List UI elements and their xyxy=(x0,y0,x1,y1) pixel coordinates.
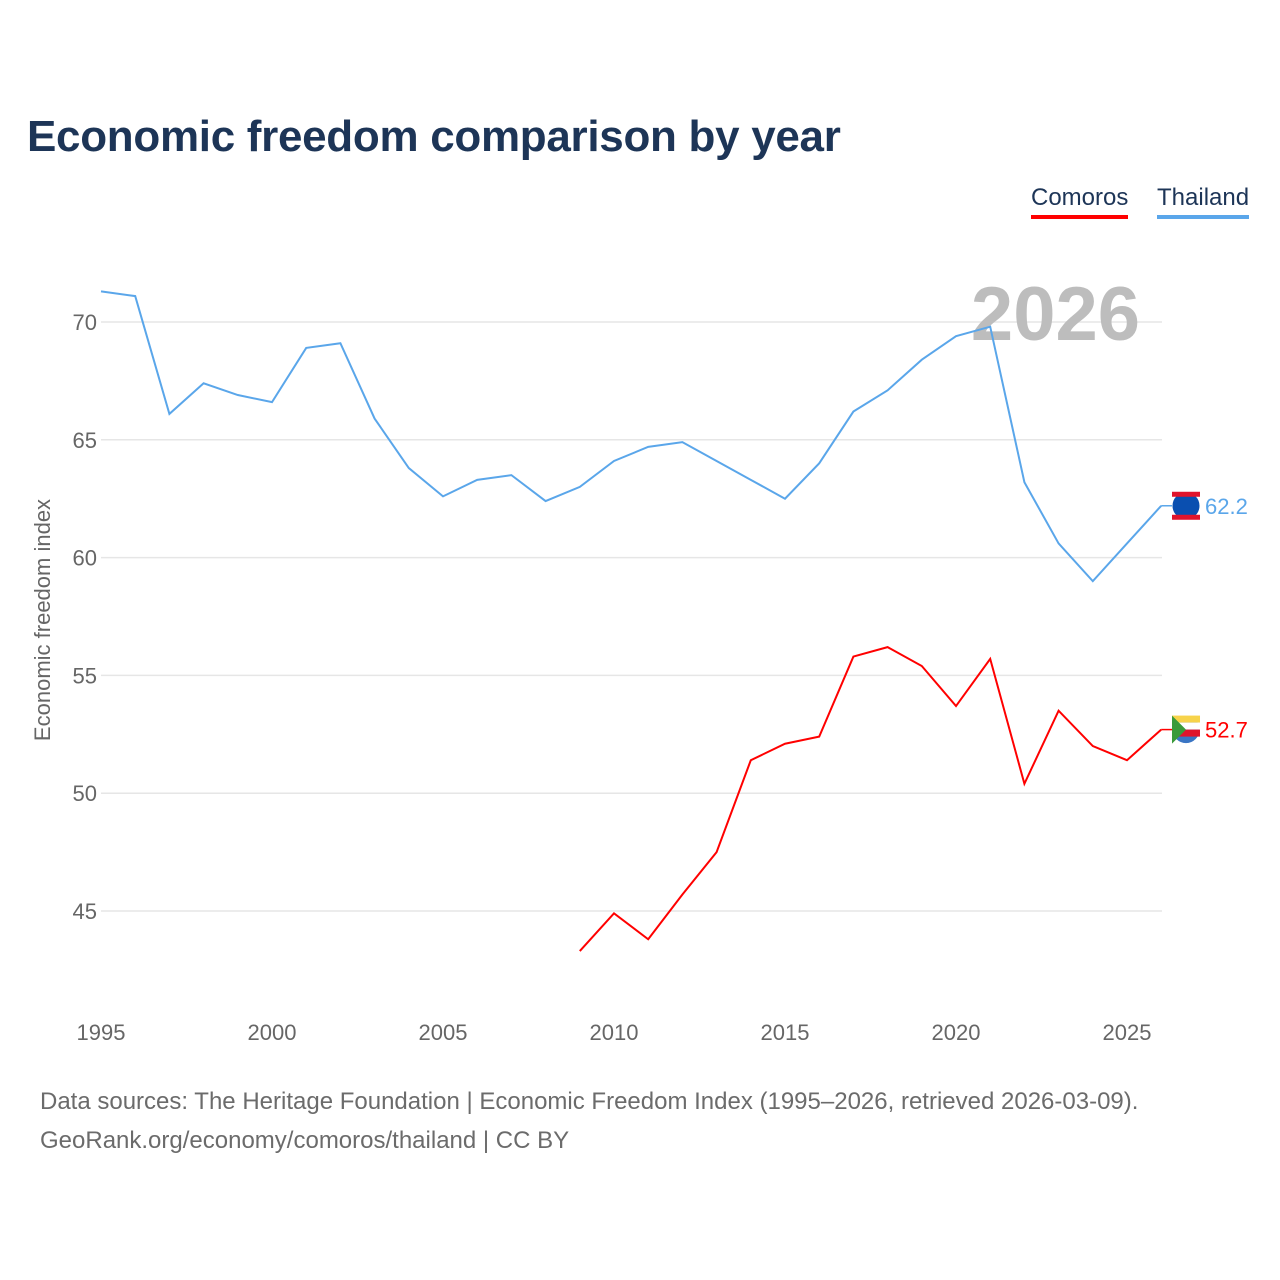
x-tick-label: 2000 xyxy=(248,1020,297,1045)
flag-triangle xyxy=(1172,715,1186,744)
legend-item-thailand[interactable]: Thailand xyxy=(1157,184,1250,219)
legend-item-comoros[interactable]: Comoros xyxy=(1031,184,1129,219)
end-value-label-comoros: 52.7 xyxy=(1205,718,1248,743)
x-tick-label: 2010 xyxy=(590,1020,639,1045)
x-tick-label: 2015 xyxy=(761,1020,810,1045)
y-tick-label: 55 xyxy=(73,663,97,688)
flag-stripe xyxy=(1172,514,1200,520)
flag-stripe xyxy=(1172,715,1200,723)
data-sources: Data sources: The Heritage Foundation | … xyxy=(40,1088,1139,1115)
series-line-thailand xyxy=(100,290,1162,583)
flag-stripe xyxy=(1172,729,1200,737)
y-tick-label: 65 xyxy=(73,428,97,453)
flag-stripe xyxy=(1172,722,1200,730)
chart-title: Economic freedom comparison by year xyxy=(27,112,841,161)
series-line-comoros xyxy=(579,646,1162,952)
y-tick-label: 70 xyxy=(73,310,97,335)
x-tick-label: 2005 xyxy=(419,1020,468,1045)
y-tick-label: 45 xyxy=(73,899,97,924)
y-axis-label: Economic freedom index xyxy=(30,499,55,741)
year-watermark: 2026 xyxy=(971,272,1140,357)
y-tick-label: 50 xyxy=(73,781,97,806)
x-tick-label: 2020 xyxy=(932,1020,981,1045)
source-url[interactable]: GeoRank.org/economy/comoros/thailand | C… xyxy=(40,1127,570,1154)
end-value-label-thailand: 62.2 xyxy=(1205,494,1248,519)
x-tick-label: 1995 xyxy=(77,1020,126,1045)
flag-stripe xyxy=(1172,491,1200,497)
y-tick-label: 60 xyxy=(73,546,97,571)
x-tick-label: 2025 xyxy=(1103,1020,1152,1045)
